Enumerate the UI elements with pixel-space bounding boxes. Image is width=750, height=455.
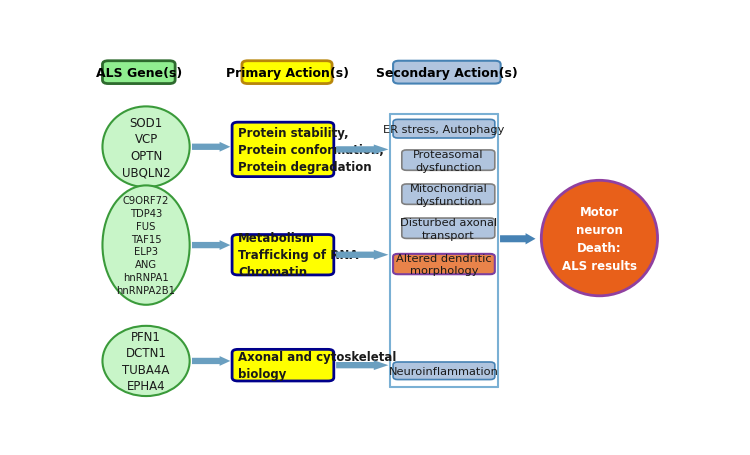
FancyBboxPatch shape <box>393 362 495 380</box>
FancyBboxPatch shape <box>402 218 495 239</box>
Polygon shape <box>192 142 230 152</box>
Text: PFN1
DCTN1
TUBA4A
EPHA4: PFN1 DCTN1 TUBA4A EPHA4 <box>122 330 170 392</box>
Text: C9ORF72
TDP43
FUS
TAF15
ELP3
ANG
hnRNPA1
hnRNPA2B1: C9ORF72 TDP43 FUS TAF15 ELP3 ANG hnRNPA1… <box>116 196 176 295</box>
FancyBboxPatch shape <box>232 123 334 177</box>
Text: Mitochondrial
dysfunction: Mitochondrial dysfunction <box>410 183 488 206</box>
Polygon shape <box>500 233 536 245</box>
Text: Neuroinflammation: Neuroinflammation <box>389 366 499 376</box>
Text: ALS Gene(s): ALS Gene(s) <box>96 66 182 80</box>
FancyBboxPatch shape <box>242 61 332 84</box>
Text: ER stress, Autophagy: ER stress, Autophagy <box>383 124 505 134</box>
Text: Proteasomal
dysfunction: Proteasomal dysfunction <box>413 149 484 172</box>
FancyBboxPatch shape <box>232 349 334 381</box>
Text: Primary Action(s): Primary Action(s) <box>226 66 349 80</box>
FancyBboxPatch shape <box>393 120 495 139</box>
Text: Metabolism
Trafficking of RNA
Chromatin: Metabolism Trafficking of RNA Chromatin <box>238 232 358 278</box>
Text: Axonal and cytoskeletal
biology: Axonal and cytoskeletal biology <box>238 350 396 380</box>
Ellipse shape <box>103 326 190 396</box>
FancyBboxPatch shape <box>232 235 334 275</box>
Text: SOD1
VCP
OPTN
UBQLN2: SOD1 VCP OPTN UBQLN2 <box>122 116 170 179</box>
FancyBboxPatch shape <box>393 61 501 84</box>
FancyBboxPatch shape <box>402 151 495 171</box>
FancyBboxPatch shape <box>393 254 495 275</box>
Polygon shape <box>336 145 388 155</box>
Polygon shape <box>336 360 388 370</box>
Text: Disturbed axonal
transport: Disturbed axonal transport <box>400 217 496 240</box>
Text: Altered dendritic
morphology: Altered dendritic morphology <box>396 253 492 276</box>
Ellipse shape <box>103 186 190 305</box>
Polygon shape <box>336 250 388 260</box>
Ellipse shape <box>103 107 190 188</box>
FancyBboxPatch shape <box>103 61 175 84</box>
Polygon shape <box>192 241 230 250</box>
Text: Motor
neuron
Death:
ALS results: Motor neuron Death: ALS results <box>562 205 637 272</box>
Text: Protein stability,
Protein conformation,
Protein degradation: Protein stability, Protein conformation,… <box>238 126 384 173</box>
Polygon shape <box>192 356 230 366</box>
Ellipse shape <box>542 181 658 296</box>
FancyBboxPatch shape <box>402 185 495 205</box>
Text: Secondary Action(s): Secondary Action(s) <box>376 66 518 80</box>
